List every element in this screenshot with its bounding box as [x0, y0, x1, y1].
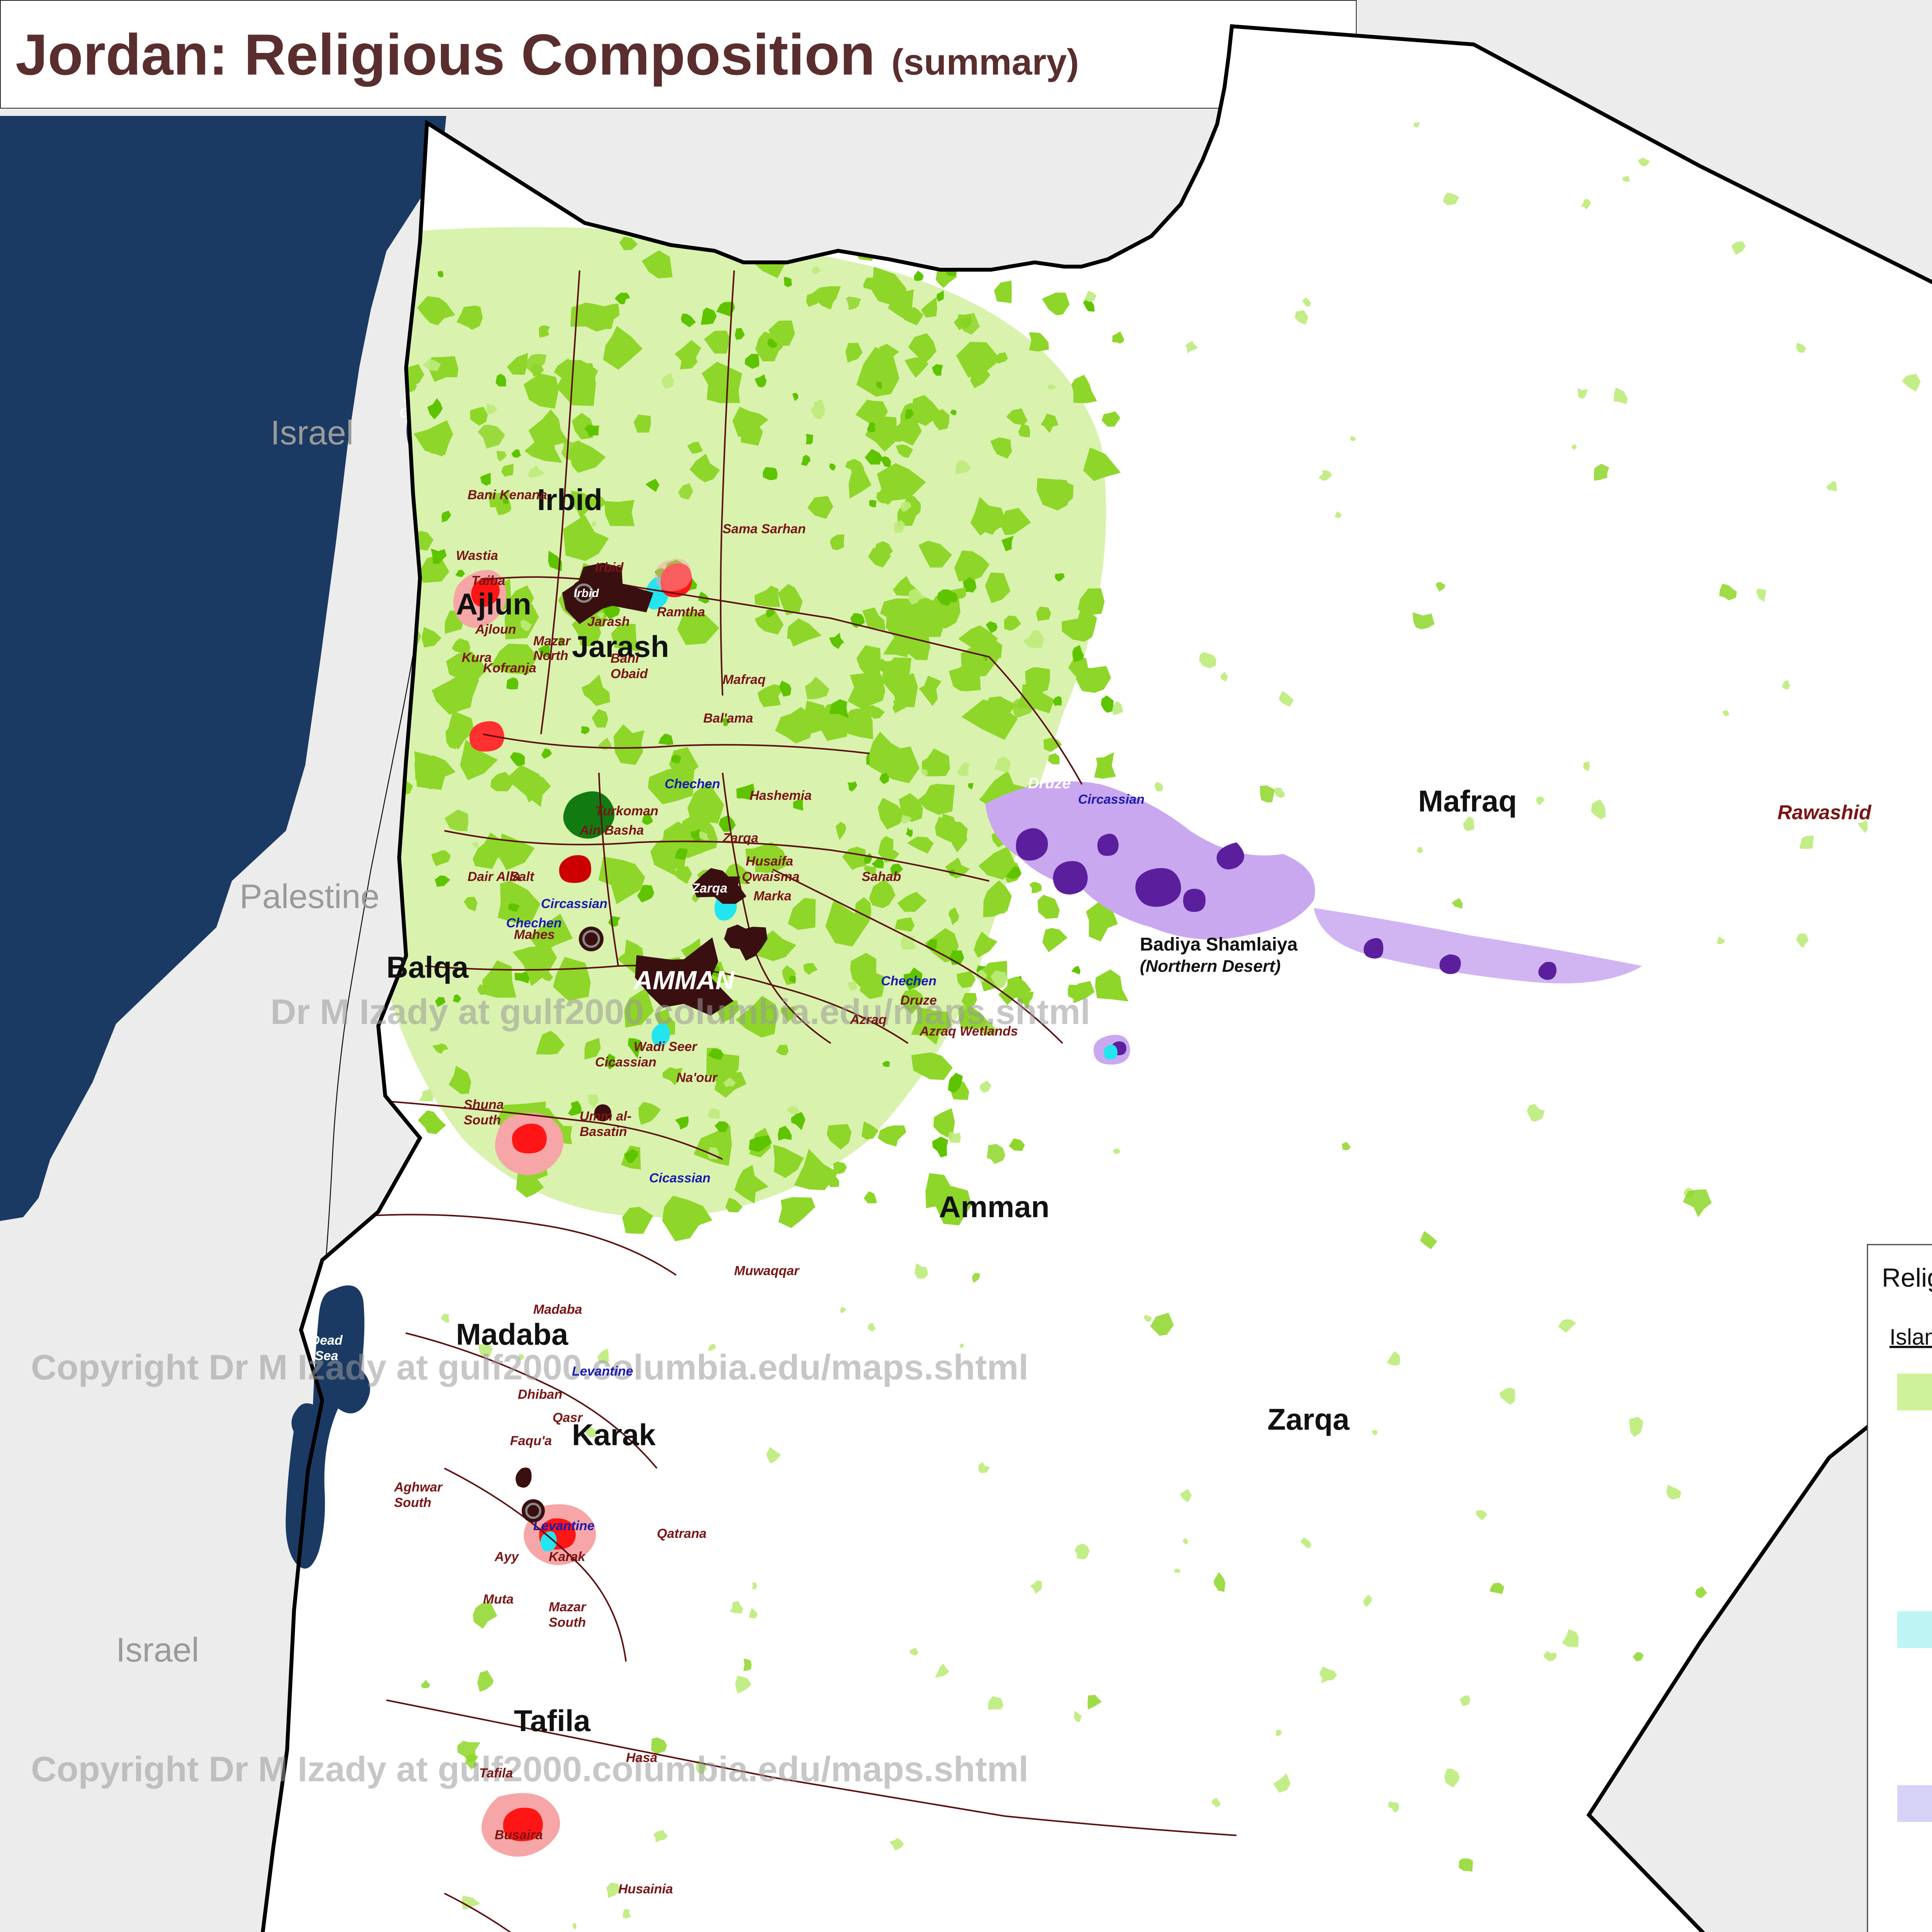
svg-text:South: South [464, 1113, 501, 1128]
svg-text:Copyright Dr M Izady at gulf20: Copyright Dr M Izady at gulf2000.columbi… [31, 1750, 1029, 1789]
svg-text:Karak: Karak [549, 1549, 586, 1564]
svg-text:Dead: Dead [310, 1333, 343, 1348]
svg-text:Karak: Karak [572, 1418, 656, 1452]
svg-text:Taiba: Taiba [471, 573, 505, 588]
svg-text:Copyright Dr M Izady at gulf20: Copyright Dr M Izady at gulf2000.columbi… [31, 1348, 1029, 1387]
svg-text:Salt: Salt [510, 869, 535, 884]
svg-text:AMMAN: AMMAN [633, 966, 735, 995]
svg-text:Balqa: Balqa [386, 950, 469, 984]
svg-text:Bal'ama: Bal'ama [703, 711, 753, 726]
svg-text:Druze: Druze [1028, 775, 1071, 792]
svg-text:Chechen: Chechen [881, 974, 937, 988]
svg-text:South: South [549, 1615, 586, 1630]
svg-text:Levantine: Levantine [533, 1519, 595, 1533]
svg-text:Mazar: Mazar [549, 1600, 587, 1614]
svg-text:Ramtha: Ramtha [657, 605, 705, 619]
svg-text:Dhiban: Dhiban [518, 1387, 562, 1402]
svg-text:Sahab: Sahab [862, 869, 901, 884]
svg-text:Busaira: Busaira [495, 1828, 543, 1842]
svg-text:Umm al-: Umm al- [580, 1109, 631, 1124]
svg-text:Tafila: Tafila [479, 1766, 513, 1781]
svg-text:North: North [533, 648, 568, 663]
svg-text:Religions: Religions [1882, 1263, 1932, 1293]
svg-text:Shuna: Shuna [464, 1097, 504, 1112]
svg-text:Circassian: Circassian [1078, 792, 1145, 807]
svg-text:Obaid: Obaid [611, 667, 648, 681]
svg-text:Ajlun: Ajlun [456, 587, 531, 621]
svg-text:Wastia: Wastia [456, 548, 498, 563]
svg-text:Circassian: Circassian [541, 896, 607, 911]
svg-text:Zarqa: Zarqa [722, 831, 759, 845]
svg-text:Badiya Shamlaiya: Badiya Shamlaiya [1140, 934, 1298, 955]
svg-text:Cicassian: Cicassian [595, 1055, 656, 1070]
svg-text:Madaba: Madaba [456, 1317, 568, 1351]
svg-text:Rawashid: Rawashid [1777, 801, 1872, 824]
svg-text:Azraq Wetlands: Azraq Wetlands [919, 1024, 1018, 1039]
svg-text:Madaba: Madaba [533, 1302, 582, 1317]
svg-text:Palestine: Palestine [240, 877, 379, 915]
svg-text:Irbid: Irbid [574, 587, 599, 600]
svg-text:Ain Basha: Ain Basha [579, 823, 644, 838]
svg-text:Faqu'a: Faqu'a [510, 1434, 552, 1448]
svg-text:Chechen: Chechen [665, 777, 720, 791]
svg-text:Cicassian: Cicassian [649, 1171, 711, 1185]
svg-text:Israel: Israel [116, 1631, 199, 1669]
svg-text:Kofranja: Kofranja [483, 661, 536, 675]
svg-text:Wadi Seer: Wadi Seer [634, 1039, 698, 1054]
svg-text:Turkoman: Turkoman [595, 804, 658, 818]
svg-text:Zarqa: Zarqa [1267, 1402, 1350, 1436]
svg-text:Hasa: Hasa [626, 1750, 657, 1765]
svg-text:Mafraq: Mafraq [1418, 784, 1517, 818]
svg-text:Muta: Muta [483, 1592, 514, 1607]
svg-text:Irbid: Irbid [595, 560, 624, 575]
svg-text:Mafraq: Mafraq [723, 672, 766, 687]
svg-text:Muwaqqar: Muwaqqar [734, 1264, 800, 1278]
svg-text:Bani Kenana: Bani Kenana [468, 488, 547, 502]
svg-text:Aghwar: Aghwar [394, 1480, 443, 1495]
svg-text:(Northern Desert): (Northern Desert) [1140, 957, 1281, 976]
svg-text:Jarash: Jarash [587, 614, 630, 629]
svg-text:Qasr: Qasr [553, 1410, 583, 1425]
svg-text:Basatin: Basatin [580, 1124, 627, 1139]
svg-text:Mahes: Mahes [514, 927, 555, 942]
svg-text:Israel: Israel [270, 413, 354, 452]
svg-text:Ajloun: Ajloun [475, 622, 516, 637]
svg-text:Islam: Islam [1889, 1325, 1932, 1350]
svg-text:Qatrana: Qatrana [657, 1526, 707, 1541]
svg-text:Sama Sarhan: Sama Sarhan [723, 522, 806, 536]
svg-text:Qwaisma: Qwaisma [742, 869, 799, 884]
svg-text:Husaifa: Husaifa [746, 854, 793, 869]
svg-text:Marka: Marka [753, 889, 791, 903]
svg-text:Zarqa: Zarqa [691, 881, 728, 896]
svg-text:Ayy: Ayy [494, 1549, 519, 1564]
svg-text:Druze: Druze [900, 993, 937, 1008]
svg-text:Hashemia: Hashemia [750, 788, 812, 803]
svg-text:Na'our: Na'our [676, 1070, 718, 1085]
svg-text:Mazar: Mazar [533, 634, 571, 648]
svg-text:Husainia: Husainia [618, 1882, 673, 1896]
svg-text:South: South [394, 1495, 431, 1510]
svg-text:Azraq: Azraq [850, 1012, 887, 1027]
svg-text:Amman: Amman [939, 1190, 1049, 1224]
svg-text:Tafila: Tafila [514, 1704, 591, 1738]
svg-text:Bani: Bani [611, 651, 639, 666]
svg-text:Levantine: Levantine [572, 1364, 633, 1379]
